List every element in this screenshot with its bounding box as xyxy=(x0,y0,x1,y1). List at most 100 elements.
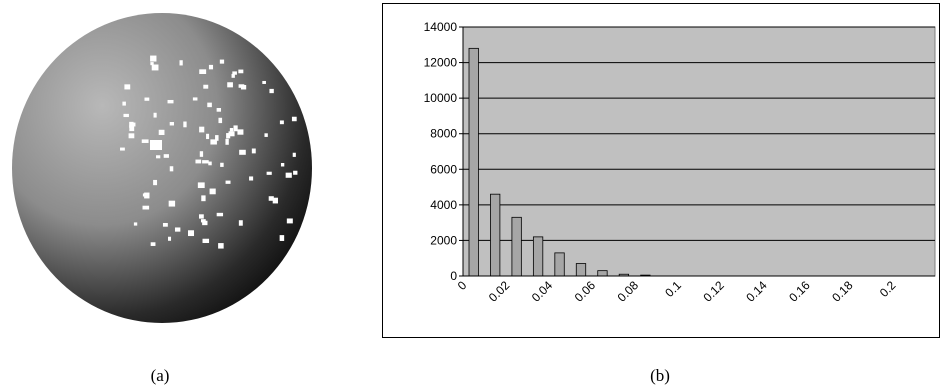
spot xyxy=(287,218,293,223)
y-tick-label: 14000 xyxy=(424,20,458,34)
spot xyxy=(262,81,266,84)
spot xyxy=(201,195,205,201)
y-tick-label: 6000 xyxy=(430,162,457,176)
spot xyxy=(237,129,243,134)
spot xyxy=(175,227,180,231)
spot xyxy=(150,140,162,150)
spot xyxy=(293,153,296,157)
spot xyxy=(281,163,284,166)
spot xyxy=(233,125,237,131)
spot xyxy=(198,182,205,188)
spot xyxy=(188,230,194,236)
bar xyxy=(576,264,585,276)
spot xyxy=(227,82,233,87)
spot xyxy=(239,220,243,225)
bar xyxy=(555,253,564,276)
spot xyxy=(142,139,149,143)
caption: (b) xyxy=(650,366,670,385)
sphere-image xyxy=(12,13,312,323)
y-tick-label: 10000 xyxy=(424,91,458,105)
spot xyxy=(168,237,171,241)
spot xyxy=(129,133,135,138)
spot xyxy=(122,102,125,106)
spot xyxy=(267,172,272,175)
spot xyxy=(226,181,231,184)
spot xyxy=(230,128,233,131)
spot xyxy=(144,98,149,101)
spot xyxy=(169,201,175,207)
spot xyxy=(195,160,201,164)
spot xyxy=(134,222,137,225)
spot xyxy=(202,160,209,163)
spot xyxy=(249,176,253,180)
spot xyxy=(164,154,169,158)
spot xyxy=(170,122,174,125)
spot xyxy=(152,65,159,71)
spot xyxy=(238,70,243,74)
y-tick-label: 4000 xyxy=(430,198,457,212)
spot xyxy=(159,130,165,135)
spot xyxy=(217,213,223,216)
spot xyxy=(203,85,208,89)
spot xyxy=(199,214,204,218)
spot xyxy=(129,122,133,128)
spot xyxy=(273,198,278,204)
spot xyxy=(210,139,217,144)
spot xyxy=(207,103,212,108)
spot xyxy=(193,97,198,100)
spot xyxy=(239,84,245,88)
y-tick-label: 12000 xyxy=(424,56,458,70)
spot xyxy=(183,122,186,128)
spot xyxy=(208,162,211,166)
spot xyxy=(156,155,160,158)
bar xyxy=(512,217,521,276)
spot xyxy=(286,173,292,178)
spot xyxy=(229,131,235,136)
figure: (a) (b) 02000400060008000100001200014000… xyxy=(0,0,941,390)
spot xyxy=(203,239,210,243)
bar xyxy=(469,48,478,276)
spot xyxy=(201,219,206,222)
spot xyxy=(280,120,284,124)
spot xyxy=(123,114,128,117)
spot xyxy=(154,113,157,118)
spot xyxy=(269,89,273,93)
spot xyxy=(280,235,285,241)
spot xyxy=(252,148,256,153)
spot xyxy=(264,133,267,137)
spot xyxy=(239,150,246,155)
spot xyxy=(150,56,156,62)
spot xyxy=(293,171,297,175)
spot xyxy=(120,148,125,151)
spot xyxy=(232,74,235,78)
spot xyxy=(292,117,297,121)
y-tick-label: 2000 xyxy=(430,233,457,247)
spot xyxy=(200,151,203,157)
bar xyxy=(598,271,607,276)
bar xyxy=(533,237,542,276)
spot xyxy=(153,180,157,185)
bar xyxy=(490,194,499,276)
spot xyxy=(144,193,149,199)
spot xyxy=(220,60,224,64)
spot xyxy=(225,139,228,145)
spot xyxy=(170,166,174,171)
spot xyxy=(199,127,204,133)
spot xyxy=(220,163,223,167)
spot xyxy=(168,100,174,103)
spot xyxy=(151,242,156,246)
spot xyxy=(218,243,224,248)
spot xyxy=(218,118,222,123)
spot xyxy=(217,108,221,112)
y-tick-label: 8000 xyxy=(430,127,457,141)
spot xyxy=(206,134,209,139)
spot xyxy=(150,62,153,65)
spot xyxy=(124,84,130,89)
caption: (a) xyxy=(151,366,170,385)
spot xyxy=(163,223,168,227)
spot xyxy=(210,189,216,195)
spot xyxy=(180,60,183,65)
spot xyxy=(209,65,213,69)
spot xyxy=(143,206,150,210)
spot xyxy=(199,69,206,74)
